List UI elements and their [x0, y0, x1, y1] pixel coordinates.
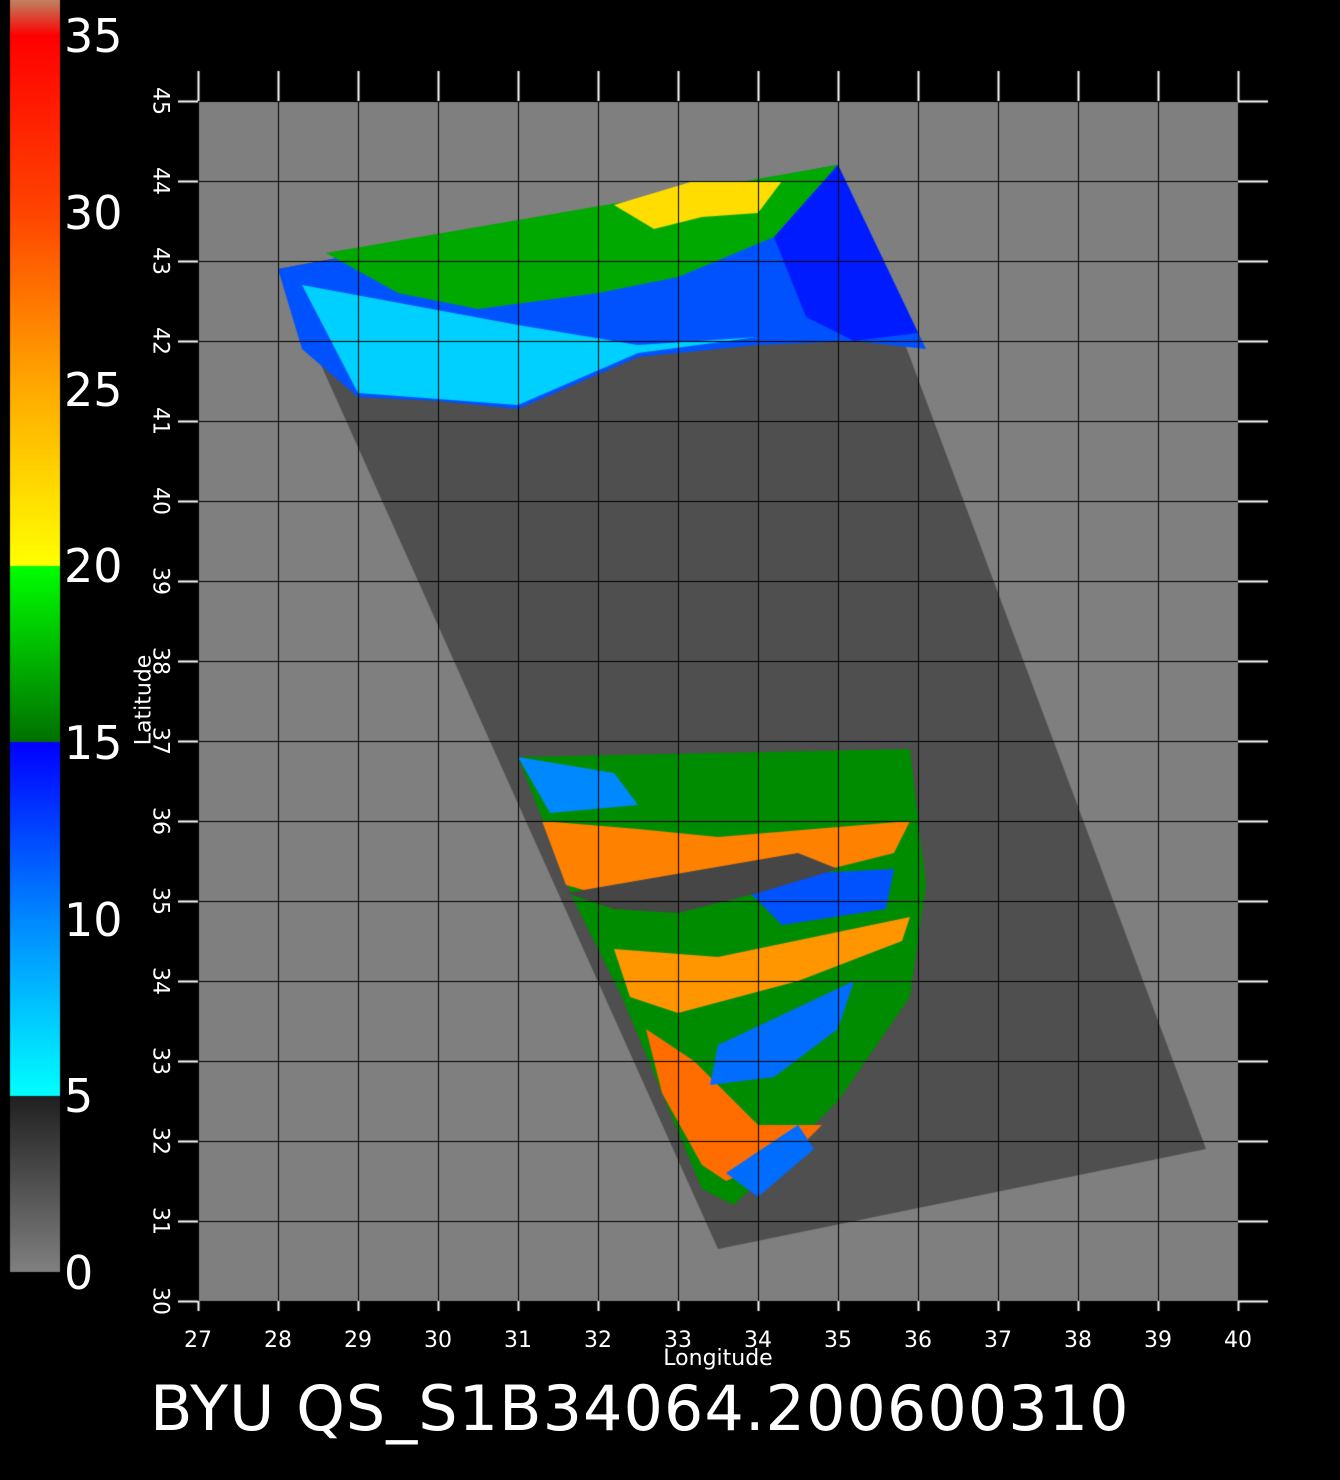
latitude-tick-label: 33 — [147, 1047, 173, 1075]
colorbar-label: 15 — [64, 716, 123, 770]
colorbar-label: 10 — [64, 892, 123, 947]
latitude-tick-label: 32 — [147, 1127, 173, 1155]
longitude-tick-label: 38 — [1064, 1328, 1092, 1353]
longitude-tick-label: 32 — [584, 1328, 612, 1353]
longitude-tick-label: 39 — [1144, 1328, 1172, 1353]
latitude-tick-label: 43 — [147, 247, 173, 275]
latitude-tick-label: 34 — [147, 967, 173, 995]
x-axis-label: Longitude — [663, 1346, 773, 1371]
longitude-tick-label: 29 — [344, 1328, 372, 1353]
longitude-tick-label: 35 — [824, 1328, 852, 1353]
footer-title: BYU QS_S1B34064.200600310 — [150, 1372, 1130, 1445]
colorbar-label: 20 — [64, 539, 123, 594]
longitude-tick-label: 30 — [424, 1328, 452, 1353]
longitude-tick-label: 31 — [504, 1328, 532, 1353]
latitude-tick-label: 36 — [147, 807, 173, 835]
latitude-tick-label: 42 — [147, 327, 173, 355]
latitude-tick-label: 45 — [147, 87, 173, 115]
colorbar-label: 0 — [64, 1246, 94, 1300]
longitude-tick-label: 33 — [664, 1328, 692, 1353]
longitude-tick-label: 40 — [1224, 1328, 1252, 1353]
colorbar-label: 35 — [64, 9, 123, 64]
longitude-tick-label: 34 — [744, 1328, 772, 1353]
colorbar-label: 25 — [64, 362, 123, 417]
y-axis-label: Latitude — [131, 654, 157, 746]
latitude-tick-label: 31 — [147, 1207, 173, 1235]
longitude-tick-label: 28 — [264, 1328, 292, 1353]
latitude-tick-label: 35 — [147, 887, 173, 915]
latitude-tick-label: 41 — [147, 407, 173, 435]
latitude-tick-label: 30 — [147, 1287, 173, 1315]
longitude-tick-label: 27 — [184, 1328, 212, 1353]
longitude-tick-label: 36 — [904, 1328, 932, 1353]
latitude-tick-label: 39 — [147, 567, 173, 595]
latitude-tick-label: 40 — [147, 487, 173, 515]
latitude-tick-label: 44 — [147, 167, 173, 195]
colorbar-label: 5 — [64, 1069, 94, 1124]
colorbar-label: 30 — [64, 186, 123, 240]
longitude-tick-label: 37 — [984, 1328, 1012, 1353]
